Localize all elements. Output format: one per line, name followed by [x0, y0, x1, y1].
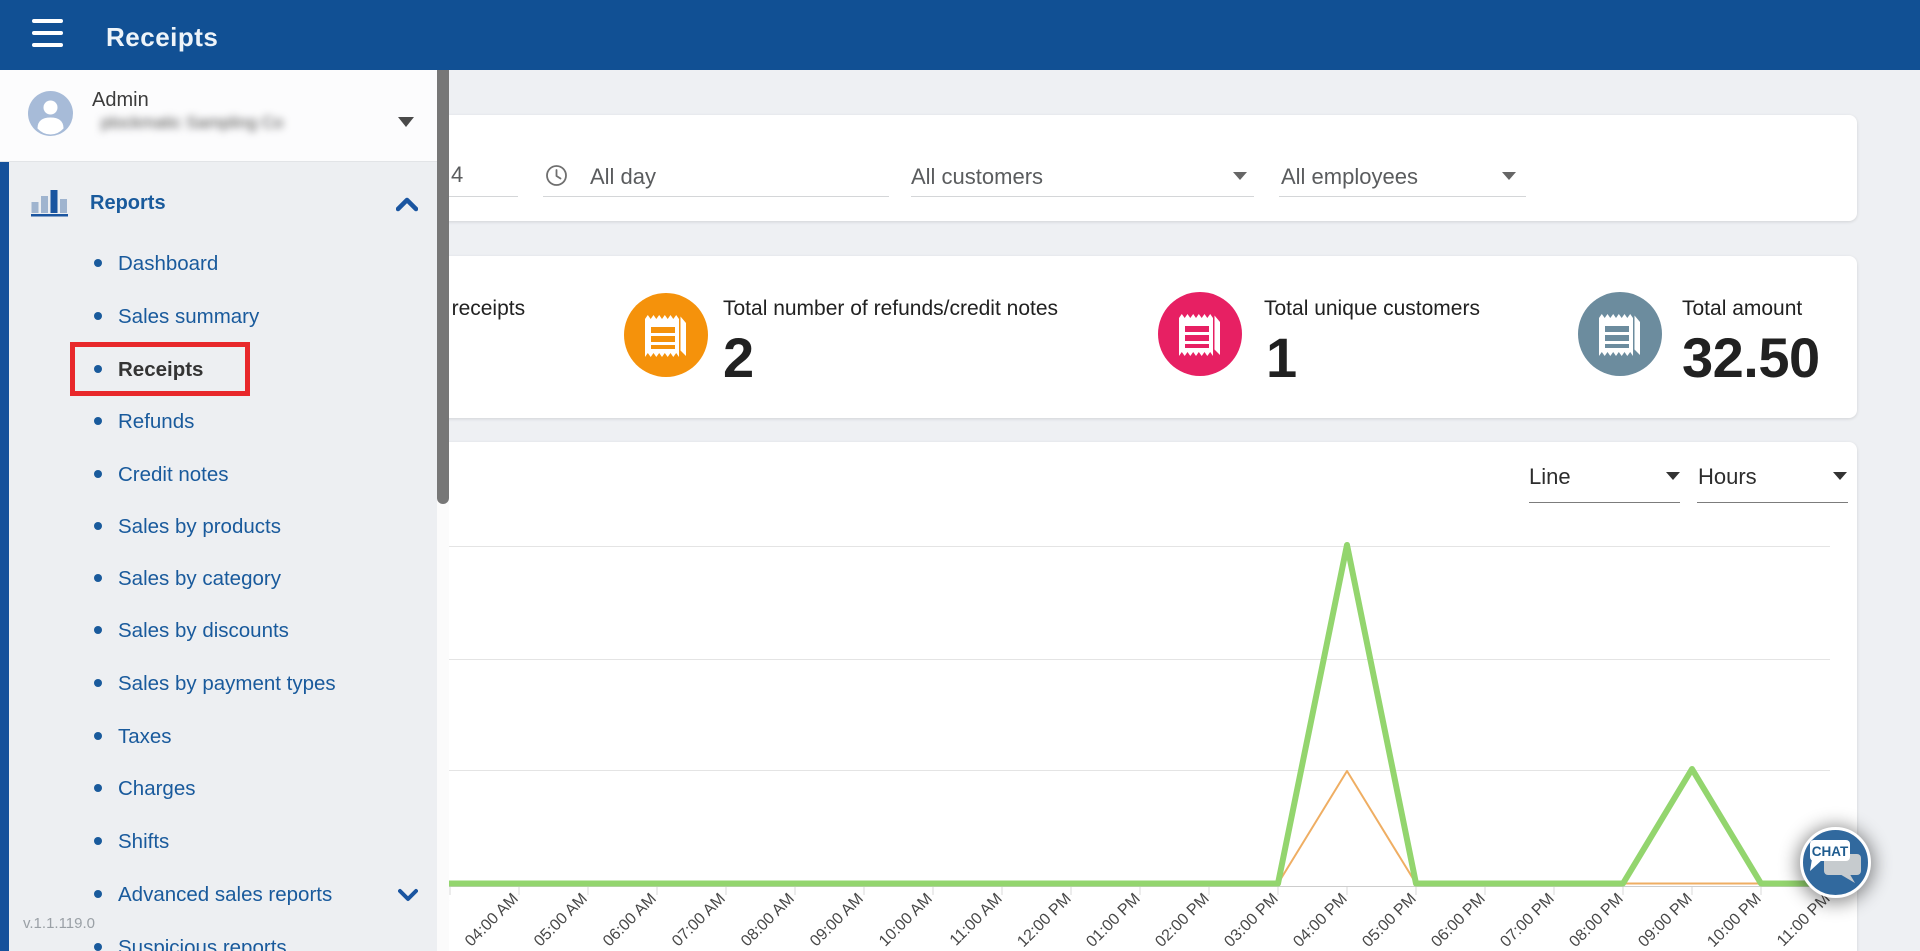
svg-text:CHAT: CHAT: [1812, 844, 1849, 859]
